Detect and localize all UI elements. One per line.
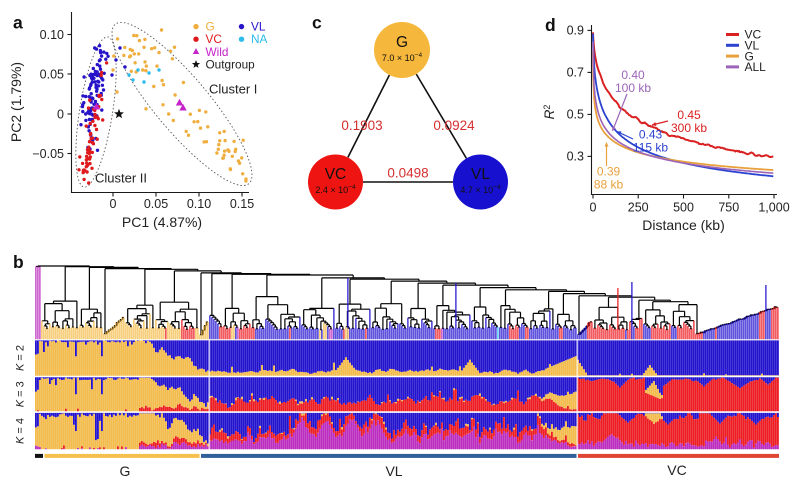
svg-text:G: G (120, 463, 131, 479)
svg-text:a: a (13, 13, 23, 33)
svg-text:VL: VL (471, 166, 490, 183)
svg-text:VC: VC (206, 32, 223, 46)
svg-text:K = 4: K = 4 (15, 418, 27, 444)
svg-text:−0.05: −0.05 (32, 147, 64, 161)
svg-text:VC: VC (745, 28, 762, 42)
svg-text:0.15: 0.15 (230, 197, 254, 211)
svg-text:0.05: 0.05 (40, 67, 64, 81)
svg-text:VL: VL (745, 39, 760, 53)
svg-text:K = 3: K = 3 (15, 381, 27, 407)
svg-text:VC: VC (325, 166, 347, 183)
svg-text:0.10: 0.10 (40, 28, 64, 42)
svg-text:Wild: Wild (206, 45, 229, 59)
svg-text:PC1 (4.87%): PC1 (4.87%) (122, 214, 202, 230)
svg-text:0.1903: 0.1903 (341, 118, 382, 133)
svg-text:d: d (545, 15, 556, 35)
svg-text:0.9: 0.9 (567, 24, 584, 38)
svg-text:4.7 × 10−4: 4.7 × 10−4 (460, 184, 501, 195)
svg-text:0.5: 0.5 (567, 108, 584, 122)
svg-text:750: 750 (718, 201, 739, 215)
svg-text:0: 0 (590, 201, 597, 215)
svg-text:0.40: 0.40 (621, 68, 645, 82)
svg-text:1,000: 1,000 (758, 201, 789, 215)
svg-text:G: G (206, 20, 215, 34)
svg-text:Distance (kb): Distance (kb) (642, 217, 724, 233)
svg-text:K = 2: K = 2 (15, 345, 27, 371)
svg-text:c: c (312, 13, 322, 33)
svg-text:7.0 × 10−4: 7.0 × 10−4 (382, 52, 423, 63)
svg-text:NA: NA (251, 32, 268, 46)
svg-text:ALL: ALL (745, 60, 767, 74)
svg-text:500: 500 (673, 201, 694, 215)
svg-text:0.45: 0.45 (677, 108, 701, 122)
svg-text:0.0498: 0.0498 (387, 166, 428, 181)
svg-text:115 kb: 115 kb (633, 141, 668, 155)
svg-text:250: 250 (628, 201, 649, 215)
svg-text:0.43: 0.43 (639, 128, 663, 142)
svg-text:b: b (13, 252, 24, 272)
svg-text:Outgroup: Outgroup (206, 57, 256, 71)
svg-text:Cluster I: Cluster I (209, 82, 257, 97)
svg-text:VL: VL (251, 20, 266, 34)
svg-text:PC2 (1.79%): PC2 (1.79%) (8, 62, 24, 142)
svg-text:2.4 × 10−4: 2.4 × 10−4 (315, 184, 356, 195)
svg-text:0.7: 0.7 (567, 66, 584, 80)
svg-text:88 kb: 88 kb (594, 178, 624, 192)
svg-text:VC: VC (667, 462, 686, 478)
svg-text:0: 0 (110, 197, 117, 211)
svg-text:0.05: 0.05 (144, 197, 168, 211)
svg-text:G: G (745, 49, 754, 63)
svg-text:0.3: 0.3 (567, 150, 584, 164)
svg-text:300 kb: 300 kb (671, 121, 707, 135)
svg-text:0.10: 0.10 (187, 197, 211, 211)
svg-text:0.39: 0.39 (597, 165, 621, 179)
svg-text:0.0924: 0.0924 (433, 118, 475, 133)
svg-text:Cluster II: Cluster II (95, 171, 147, 186)
svg-text:VL: VL (385, 463, 402, 479)
svg-text:G: G (396, 34, 408, 51)
svg-text:0: 0 (57, 107, 64, 121)
svg-text:100 kb: 100 kb (615, 81, 651, 95)
